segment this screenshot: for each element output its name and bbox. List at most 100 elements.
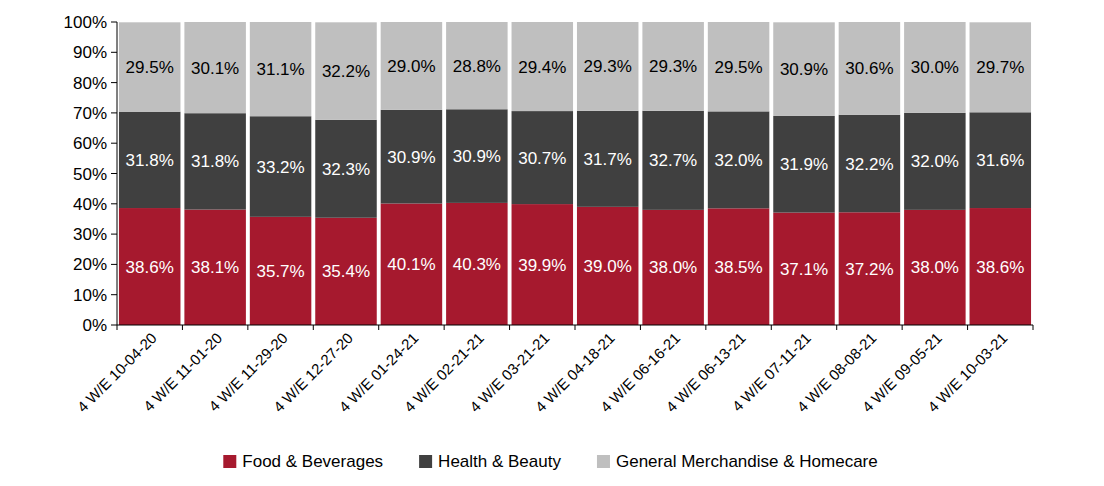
legend-swatch — [419, 455, 432, 468]
y-tick — [111, 112, 117, 113]
data-label: 29.7% — [976, 58, 1024, 77]
data-label: 37.1% — [780, 260, 828, 279]
x-tick — [902, 325, 903, 330]
y-tick — [111, 52, 117, 53]
data-label: 32.3% — [322, 160, 370, 179]
bar-segment — [773, 22, 835, 116]
data-label: 31.7% — [584, 150, 632, 169]
bar-segment — [381, 110, 443, 204]
bar-segment — [577, 111, 639, 207]
data-label: 38.1% — [191, 258, 239, 277]
y-tick-label: 50% — [73, 165, 107, 184]
data-label: 31.8% — [126, 151, 174, 170]
data-label: 28.8% — [453, 57, 501, 76]
data-label: 38.6% — [976, 258, 1024, 277]
bar-segment — [512, 111, 574, 204]
x-tick — [182, 325, 183, 330]
bar-segment — [904, 113, 966, 210]
bar-segment — [315, 22, 377, 120]
bar-segment — [446, 22, 508, 109]
bar-segment — [184, 22, 246, 113]
bar-segment — [773, 213, 835, 325]
data-label: 31.8% — [191, 152, 239, 171]
chart: 0%10%20%30%40%50%60%70%80%90%100%38.6%31… — [0, 0, 1104, 486]
data-label: 31.1% — [256, 60, 304, 79]
bar-segment — [970, 208, 1032, 325]
bar-segment — [512, 22, 574, 111]
bar-segment — [315, 120, 377, 218]
bar-segment — [184, 210, 246, 325]
y-tick-label: 90% — [73, 43, 107, 62]
data-label: 29.4% — [518, 58, 566, 77]
y-tick-label: 10% — [73, 286, 107, 305]
x-tick — [313, 325, 314, 330]
y-tick — [111, 143, 117, 144]
data-label: 29.5% — [714, 58, 762, 77]
data-label: 35.4% — [322, 262, 370, 281]
data-label: 33.2% — [256, 158, 304, 177]
bar-segment — [839, 115, 901, 213]
bar-segment — [512, 204, 574, 325]
data-label: 35.7% — [256, 262, 304, 281]
legend-label: Health & Beauty — [438, 452, 561, 471]
bar-segment — [839, 22, 901, 115]
bar-segment — [708, 22, 770, 111]
bar-segment — [250, 217, 312, 325]
bar-segment — [119, 22, 181, 111]
x-tick — [247, 325, 248, 330]
y-tick-label: 100% — [64, 13, 107, 32]
data-label: 30.0% — [911, 58, 959, 77]
x-tick — [509, 325, 510, 330]
bar-segment — [315, 218, 377, 325]
x-tick — [444, 325, 445, 330]
bar-segment — [839, 212, 901, 325]
data-label: 38.0% — [911, 258, 959, 277]
bar-segment — [970, 22, 1032, 112]
legend-label: General Merchandise & Homecare — [616, 452, 878, 471]
x-tick — [771, 325, 772, 330]
data-label: 31.6% — [976, 151, 1024, 170]
data-label: 32.0% — [911, 152, 959, 171]
data-label: 30.1% — [191, 59, 239, 78]
data-label: 30.9% — [387, 148, 435, 167]
bar-segment — [904, 22, 966, 113]
bar-segment — [184, 113, 246, 209]
bar-segment — [119, 208, 181, 325]
bars — [119, 22, 1031, 325]
data-label: 32.2% — [322, 62, 370, 81]
y-tick — [111, 325, 117, 326]
bar-segment — [708, 208, 770, 325]
data-label: 30.6% — [845, 59, 893, 78]
data-label: 29.5% — [126, 58, 174, 77]
bar-segment — [446, 109, 508, 203]
y-tick-label: 40% — [73, 195, 107, 214]
x-tick — [836, 325, 837, 330]
y-tick — [111, 264, 117, 265]
bar-segment — [904, 210, 966, 325]
x-tick — [378, 325, 379, 330]
data-label: 32.2% — [845, 155, 893, 174]
bar-segment — [970, 112, 1032, 208]
x-tick — [967, 325, 968, 330]
bar-segment — [708, 111, 770, 208]
x-tick — [705, 325, 706, 330]
x-tick — [1033, 325, 1034, 330]
data-label: 31.9% — [780, 155, 828, 174]
y-tick — [111, 173, 117, 174]
bar-segment — [250, 116, 312, 217]
data-label: 32.7% — [649, 151, 697, 170]
data-label: 32.0% — [714, 151, 762, 170]
bar-segment — [577, 22, 639, 111]
x-tick-label: 4 W/E 10-03-21 — [924, 329, 1010, 415]
data-label: 30.9% — [780, 60, 828, 79]
bar-segment — [642, 111, 704, 210]
bar-segment — [381, 203, 443, 325]
data-label: 38.5% — [714, 258, 762, 277]
y-tick — [111, 234, 117, 235]
y-tick — [111, 203, 117, 204]
x-tick — [640, 325, 641, 330]
bar-segment — [381, 22, 443, 110]
data-label: 39.9% — [518, 256, 566, 275]
data-label: 38.0% — [649, 258, 697, 277]
y-tick-label: 80% — [73, 74, 107, 93]
